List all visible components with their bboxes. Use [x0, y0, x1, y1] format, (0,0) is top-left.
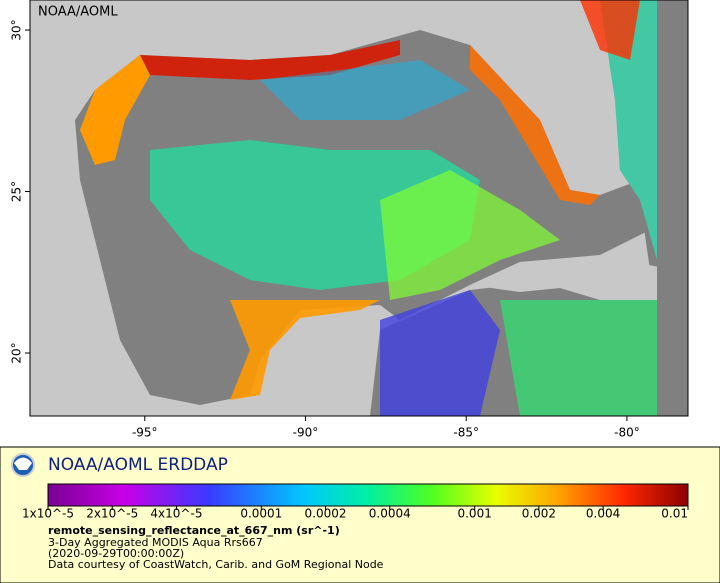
- map-image: [30, 0, 688, 416]
- colorbar-tick-label: 0.0004: [369, 507, 411, 521]
- cuba: [470, 256, 665, 292]
- patch: [230, 300, 380, 400]
- axes: -95° -90° -85° -80° 20° 25° 30°: [10, 19, 640, 439]
- patch: [500, 300, 657, 416]
- label-bg: [34, 2, 134, 22]
- patch: [580, 0, 640, 60]
- info-line: Data courtesy of CoastWatch, Carib. and …: [48, 558, 384, 571]
- map-frame: [29, 0, 689, 417]
- legend-panel: [0, 446, 720, 583]
- colorbar-tick-label: 0.004: [586, 507, 620, 521]
- colorbar-tick-label: 0.0002: [305, 507, 347, 521]
- patch: [380, 290, 500, 416]
- colorbar: [47, 483, 689, 507]
- colorbar-ticks: 1x10^-5 2x10^-5 4x10^-5 0.0001 0.0002 0.0004 0…: [22, 506, 689, 521]
- x-tick-label: -80°: [614, 426, 640, 440]
- noaa-logo-bird: [14, 457, 32, 470]
- patch: [470, 45, 600, 205]
- colorbar-tick-label: 1x10^-5: [22, 507, 74, 521]
- x-tick-label: -85°: [453, 426, 479, 440]
- info-line: (2020-09-29T00:00:00Z): [48, 547, 184, 560]
- patch: [600, 0, 657, 260]
- patch: [380, 170, 560, 300]
- info-line: 3-Day Aggregated MODIS Aqua Rrs667: [48, 536, 263, 549]
- y-tick-label: 20°: [10, 342, 24, 363]
- x-tick-label: -95°: [132, 426, 158, 440]
- colorbar-tick-label: 0.01: [661, 507, 688, 521]
- patch: [80, 55, 150, 165]
- colorbar-tick-label: 0.0001: [240, 507, 282, 521]
- no-data-strip: [657, 0, 688, 416]
- colorbar-tick-label: 0.001: [457, 507, 491, 521]
- map-label: NOAA/AOML: [38, 5, 118, 20]
- patch: [260, 60, 470, 120]
- colorbar-tick-label: 2x10^-5: [86, 507, 138, 521]
- legend-title: NOAA/AOML ERDDAP: [48, 455, 228, 475]
- colorbar-tick-label: 4x10^-5: [150, 507, 202, 521]
- y-tick-label: 25°: [10, 181, 24, 202]
- variable-name: remote_sensing_reflectance_at_667_nm (sr…: [48, 524, 340, 537]
- y-tick-label: 30°: [10, 19, 24, 40]
- colorbar-tick-label: 0.002: [522, 507, 556, 521]
- patch: [140, 40, 400, 80]
- x-tick-label: -90°: [293, 426, 319, 440]
